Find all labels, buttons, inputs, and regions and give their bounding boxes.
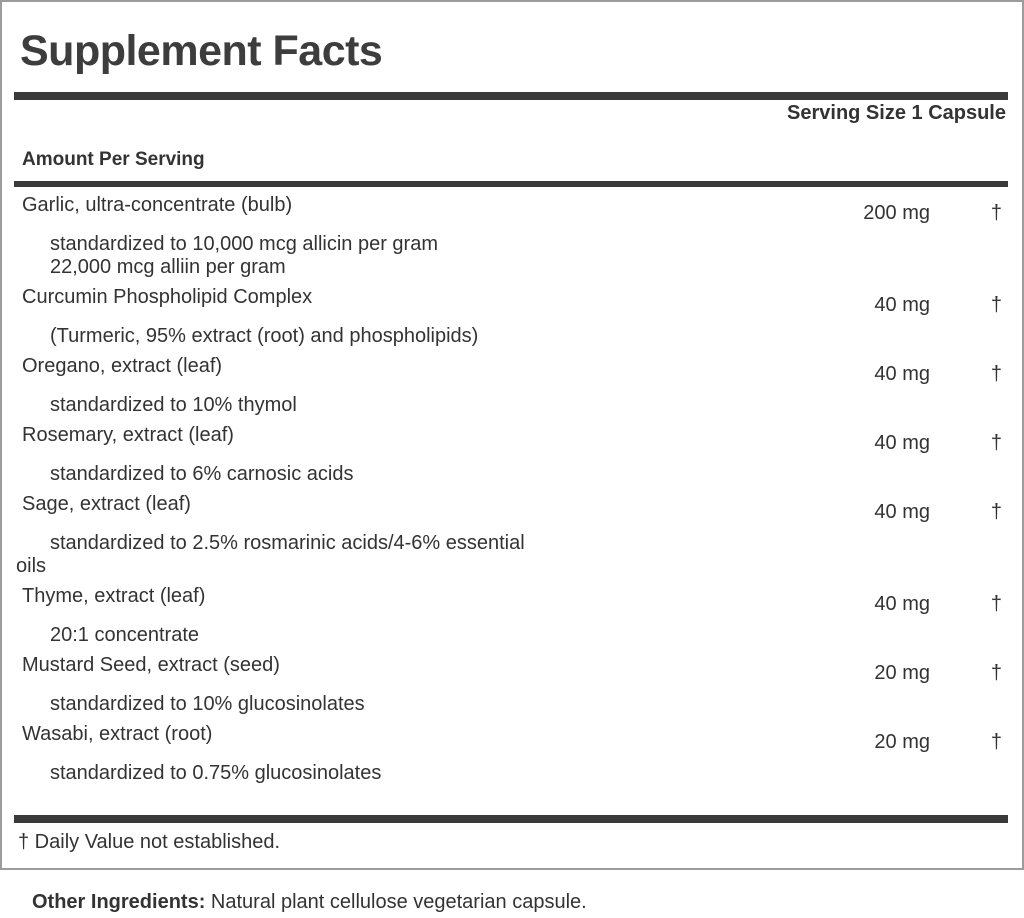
ingredient-row: Wasabi, extract (root) 20 mg † bbox=[2, 723, 1022, 753]
ingredient-detail: standardized to 6% carnosic acids bbox=[50, 463, 354, 485]
ingredient-name: Mustard Seed, extract (seed) bbox=[22, 654, 280, 676]
ingredient-name: Curcumin Phospholipid Complex bbox=[22, 286, 313, 308]
ingredient-row: Garlic, ultra-concentrate (bulb) 200 mg † bbox=[2, 194, 1022, 224]
ingredient-detail: standardized to 2.5% rosmarinic acids/4-… bbox=[50, 532, 525, 554]
daily-value-dagger: † bbox=[990, 662, 1002, 684]
daily-value-dagger: † bbox=[990, 202, 1002, 224]
other-ingredients-label: Other Ingredients: bbox=[32, 891, 206, 913]
ingredient-name: Sage, extract (leaf) bbox=[22, 493, 191, 515]
ingredient-rows: Garlic, ultra-concentrate (bulb) 200 mg † s… bbox=[2, 187, 1022, 809]
ingredient-row: Thyme, extract (leaf) 40 mg † bbox=[2, 585, 1022, 615]
ingredient-row: Oregano, extract (leaf) 40 mg † bbox=[2, 355, 1022, 385]
ingredient-name: Oregano, extract (leaf) bbox=[22, 355, 223, 377]
ingredient-detail: standardized to 10% thymol bbox=[50, 394, 297, 416]
daily-value-dagger: † bbox=[990, 363, 1002, 385]
supplement-facts-panel: Supplement Facts Serving Size 1 Capsule … bbox=[0, 0, 1024, 870]
dv-footnote: † Daily Value not established. bbox=[18, 831, 281, 853]
daily-value-dagger: † bbox=[990, 501, 1002, 523]
divider-above-footnote bbox=[14, 815, 1008, 823]
ingredient-amount: 40 mg bbox=[874, 593, 930, 615]
other-ingredients-text: Natural plant cellulose vegetarian capsu… bbox=[205, 891, 587, 913]
daily-value-dagger: † bbox=[990, 294, 1002, 316]
ingredient-detail: standardized to 10,000 mcg allicin per g… bbox=[50, 233, 438, 255]
ingredient-detail: (Turmeric, 95% extract (root) and phosph… bbox=[50, 325, 479, 347]
panel-title: Supplement Facts bbox=[20, 27, 383, 75]
ingredient-name: Rosemary, extract (leaf) bbox=[22, 424, 234, 446]
ingredient-row: Rosemary, extract (leaf) 40 mg † bbox=[2, 424, 1022, 454]
daily-value-dagger: † bbox=[990, 593, 1002, 615]
ingredient-detail: oils bbox=[16, 555, 47, 577]
ingredient-detail: standardized to 0.75% glucosinolates bbox=[50, 762, 382, 784]
ingredient-name: Garlic, ultra-concentrate (bulb) bbox=[22, 194, 293, 216]
ingredient-amount: 40 mg bbox=[874, 432, 930, 454]
ingredient-name: Wasabi, extract (root) bbox=[22, 723, 213, 745]
amount-per-serving-header: Amount Per Serving bbox=[22, 149, 205, 170]
daily-value-dagger: † bbox=[990, 432, 1002, 454]
ingredient-row: Curcumin Phospholipid Complex 40 mg † bbox=[2, 286, 1022, 316]
ingredient-amount: 20 mg bbox=[874, 731, 930, 753]
divider-under-header bbox=[14, 181, 1008, 187]
ingredient-amount: 40 mg bbox=[874, 501, 930, 523]
ingredient-detail: standardized to 10% glucosinolates bbox=[50, 693, 365, 715]
ingredient-amount: 40 mg bbox=[874, 363, 930, 385]
daily-value-dagger: † bbox=[990, 731, 1002, 753]
ingredient-name: Thyme, extract (leaf) bbox=[22, 585, 206, 607]
ingredient-row: Mustard Seed, extract (seed) 20 mg † bbox=[2, 654, 1022, 684]
other-ingredients: Other Ingredients: Natural plant cellulo… bbox=[32, 891, 1024, 914]
ingredient-amount: 200 mg bbox=[863, 202, 930, 224]
ingredient-amount: 20 mg bbox=[874, 662, 930, 684]
ingredient-amount: 40 mg bbox=[874, 294, 930, 316]
ingredient-row: Sage, extract (leaf) 40 mg † bbox=[2, 493, 1022, 523]
ingredient-detail: 20:1 concentrate bbox=[50, 624, 199, 646]
serving-size: Serving Size 1 Capsule bbox=[787, 102, 1006, 124]
ingredient-detail: 22,000 mcg alliin per gram bbox=[50, 256, 286, 278]
divider-thick-top bbox=[14, 92, 1008, 100]
